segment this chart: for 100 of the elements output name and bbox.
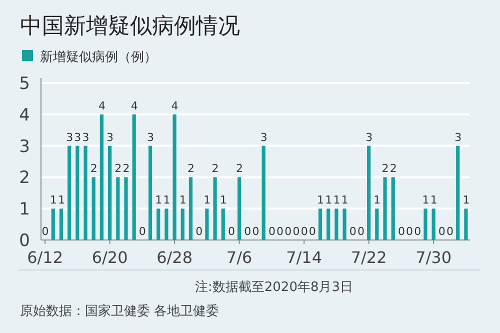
y-tick-label: 5 [19, 74, 30, 94]
data-label: 0 [300, 225, 308, 238]
data-label: 4 [171, 99, 178, 112]
data-label: 1 [204, 194, 210, 207]
data-label: 1 [179, 194, 186, 207]
bar [132, 114, 136, 240]
bar [326, 208, 330, 240]
bar [391, 177, 395, 240]
y-tick-label: 3 [19, 136, 30, 157]
y-tick-label: 2 [19, 168, 30, 188]
x-tick-label: 7/30 [416, 248, 452, 267]
bar [383, 177, 387, 240]
bar [116, 177, 120, 240]
bar [100, 114, 104, 240]
x-tick-label: 6/12 [27, 248, 64, 267]
text: 注:数据截至2020年8月3日 [195, 280, 354, 295]
bar [172, 114, 176, 240]
data-label: 3 [454, 130, 462, 144]
legend-label: 新增疑似病例（例） [40, 50, 157, 65]
data-label: 2 [90, 162, 97, 176]
bar [334, 208, 338, 240]
x-tick-label: 7/6 [226, 248, 252, 267]
bar [367, 146, 371, 240]
data-label: 0 [196, 225, 203, 238]
data-label: 1 [50, 194, 56, 207]
data-label: 2 [390, 162, 396, 176]
data-label: 1 [462, 194, 470, 207]
x-tick-label: 6/28 [156, 248, 193, 267]
data-label: 3 [106, 130, 114, 144]
data-label: 0 [228, 225, 235, 238]
bar [84, 146, 88, 240]
data-label: 0 [292, 225, 300, 238]
bar [464, 208, 468, 240]
data-label: 0 [138, 225, 146, 238]
bar [59, 208, 64, 240]
bar [148, 146, 152, 240]
y-tick-label: 1 [19, 200, 30, 220]
x-tick-label: 7/22 [350, 248, 387, 267]
bar [205, 208, 209, 240]
bar [456, 146, 460, 240]
data-label: 2 [114, 162, 122, 176]
data-label: 0 [406, 225, 414, 238]
data-label: 4 [98, 99, 106, 112]
data-label: 1 [325, 194, 332, 207]
bar [342, 208, 346, 240]
bar [51, 208, 55, 240]
bar [221, 208, 225, 240]
data-label: 0 [349, 225, 356, 238]
data-label: 3 [74, 130, 82, 144]
bar [108, 146, 112, 240]
data-label: 3 [260, 130, 268, 144]
bar [188, 177, 193, 240]
data-label: 0 [446, 225, 454, 238]
data-label: 0 [252, 225, 260, 238]
data-label: 2 [382, 162, 388, 176]
data-label: 0 [438, 225, 446, 238]
data-label: 1 [317, 194, 324, 207]
data-label: 0 [244, 225, 252, 238]
bar [262, 146, 266, 240]
data-label: 0 [414, 225, 422, 238]
bar [432, 208, 436, 240]
data-label: 1 [333, 194, 340, 207]
y-tick-label: 4 [19, 105, 30, 126]
chart-title: 中国新增疑似病例情况 [20, 14, 240, 39]
data-label: 1 [430, 194, 437, 207]
text: 原始数据：国家卫健委 各地卫健委 [20, 303, 220, 319]
data-label: 0 [357, 225, 364, 238]
bar [164, 208, 168, 240]
bar [68, 146, 72, 240]
data-label: 1 [220, 194, 226, 207]
bar [156, 208, 160, 240]
bar [213, 177, 217, 240]
data-label: 3 [82, 130, 90, 144]
x-tick-label: 7/14 [286, 248, 322, 267]
data-label: 2 [187, 162, 194, 176]
data-label: 1 [341, 194, 348, 207]
bar [124, 177, 128, 240]
data-label: 1 [58, 194, 64, 207]
data-label: 0 [42, 225, 49, 238]
bar [180, 208, 184, 240]
data-label: 0 [284, 225, 292, 238]
data-label: 3 [147, 130, 154, 144]
bar [318, 208, 322, 240]
data-label: 1 [155, 194, 162, 207]
bar [238, 177, 242, 240]
bar [92, 177, 96, 240]
data-label: 1 [374, 194, 380, 207]
bar [375, 208, 379, 240]
data-label: 1 [163, 194, 170, 207]
data-label: 2 [212, 162, 218, 176]
data-label: 1 [422, 194, 429, 207]
y-tick-label: 0 [19, 231, 30, 251]
data-label: 0 [308, 225, 316, 238]
bar [76, 146, 80, 240]
bar [424, 208, 428, 240]
data-label: 3 [366, 130, 373, 144]
data-label: 0 [276, 225, 284, 238]
x-tick-label: 6/20 [92, 248, 128, 267]
data-label: 0 [268, 225, 276, 238]
data-label: 3 [66, 130, 74, 144]
